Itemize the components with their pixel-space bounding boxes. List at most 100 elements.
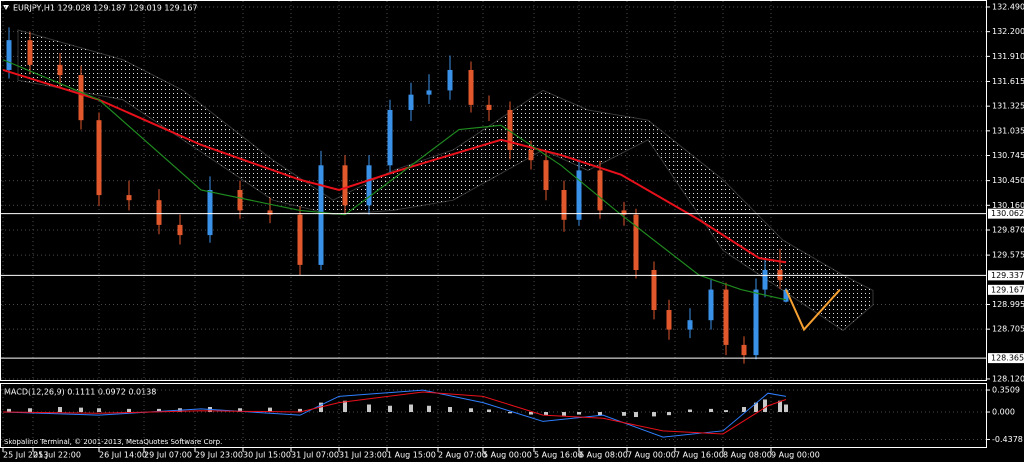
line	[2, 69, 787, 264]
histogram-bar	[622, 412, 626, 416]
y-tick-label: 0.000	[992, 408, 1015, 417]
histogram-bar	[448, 407, 452, 413]
histogram-bar	[778, 400, 782, 413]
indicator-title: MACD(12,26,9) 0.1111 0.0972 0.0138	[4, 388, 156, 397]
y-tick-label: 131.615	[992, 77, 1024, 86]
histogram-bar	[724, 410, 728, 413]
histogram-bar	[127, 408, 131, 413]
x-tick-label: 31 Jul 23:00	[339, 451, 387, 460]
histogram-bar	[544, 412, 548, 416]
price-label: 129.337	[991, 271, 1024, 280]
candle-body	[507, 109, 513, 150]
candle-body	[723, 289, 729, 345]
main-panel-frame	[0, 0, 987, 381]
bid-label-bg	[988, 284, 1024, 295]
candle-body	[762, 270, 768, 290]
chart-title: EURJPY,H1 129.028 129.187 129.019 129.16…	[13, 4, 198, 13]
histogram-bar	[742, 407, 746, 413]
line	[2, 391, 787, 435]
candle-body	[597, 170, 603, 211]
candle-body	[366, 165, 372, 206]
y-tick-label: -0.4378	[992, 435, 1023, 444]
x-tick-label: 8 Aug 08:00	[723, 451, 772, 460]
candle-body	[6, 40, 12, 70]
y-tick-label: 128.995	[992, 300, 1024, 309]
histogram-bar	[754, 402, 758, 413]
histogram-bar	[58, 407, 62, 413]
histogram-bar	[427, 405, 431, 413]
x-tick-label: 1 Aug 15:00	[387, 451, 436, 460]
candle-body	[621, 210, 627, 215]
candle-body	[177, 224, 183, 236]
candle-body	[666, 310, 672, 330]
histogram-bar	[157, 408, 161, 413]
y-tick-label: 130.450	[992, 176, 1024, 185]
price-label: 128.365	[991, 354, 1024, 363]
candle-body	[78, 75, 84, 121]
candle-body	[447, 69, 453, 91]
y-tick-label: 131.325	[992, 102, 1024, 111]
histogram-bar	[634, 412, 638, 418]
candle-body	[687, 320, 693, 330]
candle-body	[267, 210, 273, 215]
histogram-bar	[784, 404, 788, 413]
candle-body	[297, 214, 303, 265]
x-tick-label: 30 Jul 15:00	[243, 451, 291, 460]
x-tick-label: 2 Aug 07:00	[438, 451, 487, 460]
line	[785, 288, 841, 332]
histogram-bar	[388, 405, 392, 413]
x-tick-label: 29 Jul 23:00	[195, 451, 243, 460]
y-tick-label: 130.160	[992, 201, 1024, 210]
histogram-bar	[238, 408, 242, 413]
y-tick-label: 130.745	[992, 151, 1024, 160]
candle-body	[318, 165, 324, 265]
histogram-bar	[598, 412, 602, 416]
x-tick-label: 31 Jul 07:00	[291, 451, 339, 460]
histogram-bar	[367, 404, 371, 413]
y-tick-label: 129.575	[992, 251, 1024, 260]
price-label-bg	[988, 270, 1024, 281]
candle-body	[651, 270, 657, 311]
histogram-bar	[688, 409, 692, 413]
histogram-bar	[469, 408, 473, 413]
x-tick-label: 29 Jul 07:00	[144, 451, 192, 460]
x-tick-label: 7 Aug 16:00	[675, 451, 724, 460]
candle-body	[708, 289, 714, 321]
histogram-bar	[7, 408, 11, 413]
histogram-bar	[79, 407, 83, 413]
candle-body	[543, 160, 549, 190]
x-tick-label: 7 Aug 00:00	[627, 451, 676, 460]
x-tick-label: 5 Aug 16:00	[534, 451, 583, 460]
histogram-bar	[268, 407, 272, 413]
candle-body	[237, 189, 243, 211]
y-tick-label: 128.120	[992, 374, 1024, 383]
candle-body	[156, 200, 162, 225]
candle-body	[426, 90, 432, 95]
histogram-bar	[577, 412, 581, 415]
x-tick-label: 25 Jul 2013	[3, 451, 48, 460]
cloud	[17, 29, 874, 332]
candle-body	[633, 214, 639, 271]
y-tick-label: 132.490	[992, 2, 1024, 11]
price-label: 130.062	[991, 209, 1024, 218]
candle-body	[27, 40, 33, 65]
x-tick-label: 5 Aug 00:00	[483, 451, 532, 460]
macd-panel-frame	[0, 383, 987, 448]
histogram-bar	[343, 400, 347, 413]
x-tick-label: 6 Aug 08:00	[579, 451, 628, 460]
histogram-bar	[28, 408, 32, 413]
y-tick-label: 131.035	[992, 126, 1024, 135]
y-tick-label: 129.870	[992, 225, 1024, 234]
line	[2, 389, 787, 438]
candle-body	[408, 94, 414, 110]
x-tick-label: 25 Jul 22:00	[33, 451, 81, 460]
candle-body	[342, 165, 348, 206]
histogram-bar	[709, 408, 713, 413]
x-tick-label: 9 Aug 00:00	[771, 451, 820, 460]
y-tick-label: 128.705	[992, 325, 1024, 334]
candle-body	[561, 189, 567, 220]
histogram-bar	[508, 412, 512, 414]
